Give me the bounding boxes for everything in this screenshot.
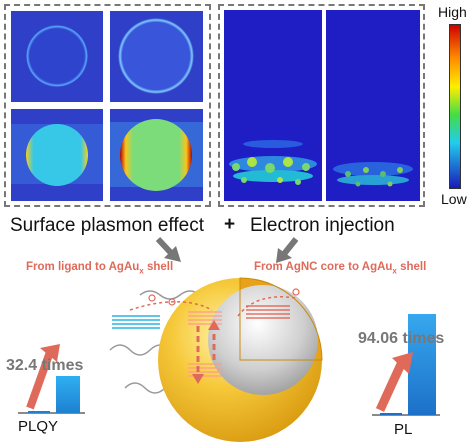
- core-to-shell-label: From AgNC core to AgAux shell: [254, 261, 427, 276]
- pl-increase-value: 94.06 times: [358, 330, 445, 347]
- field-tile-3: [11, 109, 103, 201]
- pl-chart: [372, 314, 440, 416]
- ligand-to-shell-label: From ligand to AgAux shell: [26, 261, 174, 276]
- field-tile-2: [110, 11, 203, 102]
- plus-sign: +: [224, 214, 236, 235]
- surface-plasmon-label: Surface plasmon effect: [10, 215, 204, 236]
- colorbar: [449, 24, 461, 189]
- electron-density-maps: [224, 10, 420, 201]
- field-tile-4: [110, 109, 203, 201]
- field-map-panel: [4, 4, 211, 207]
- pl-axis-label: PL: [394, 421, 413, 438]
- plqy-axis-label: PLQY: [18, 418, 59, 435]
- core-shell-nanoparticle: [109, 277, 323, 442]
- plqy-increase-value: 32.4 times: [6, 357, 84, 374]
- plqy-chart: [18, 344, 85, 414]
- colorbar-high-label: High: [438, 4, 467, 20]
- colorbar-low-label: Low: [441, 191, 467, 207]
- field-map-grid: [11, 11, 203, 201]
- electron-density-panel: [218, 4, 425, 207]
- field-tile-1: [11, 11, 103, 102]
- electron-injection-label: Electron injection: [250, 215, 395, 236]
